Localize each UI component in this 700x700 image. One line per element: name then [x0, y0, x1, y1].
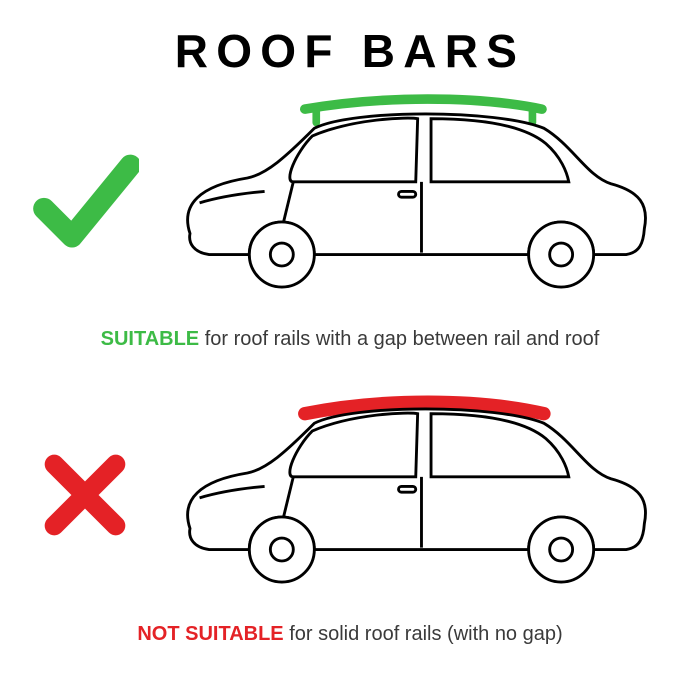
- cross-icon: [30, 447, 140, 543]
- car-unsuitable: [150, 385, 670, 605]
- page-title: ROOF BARS: [175, 24, 526, 78]
- car-suitable: [150, 90, 670, 310]
- caption-suitable-rest: for roof rails with a gap between rail a…: [199, 328, 599, 350]
- caption-unsuitable: NOT SUITABLE for solid roof rails (with …: [30, 623, 670, 646]
- caption-unsuitable-rest: for solid roof rails (with no gap): [284, 623, 563, 645]
- caption-unsuitable-lead: NOT SUITABLE: [137, 623, 283, 645]
- caption-suitable: SUITABLE for roof rails with a gap betwe…: [30, 328, 670, 351]
- panel-suitable: [30, 90, 670, 310]
- panel-unsuitable: [30, 385, 670, 605]
- check-icon: [30, 146, 140, 254]
- caption-suitable-lead: SUITABLE: [101, 328, 200, 350]
